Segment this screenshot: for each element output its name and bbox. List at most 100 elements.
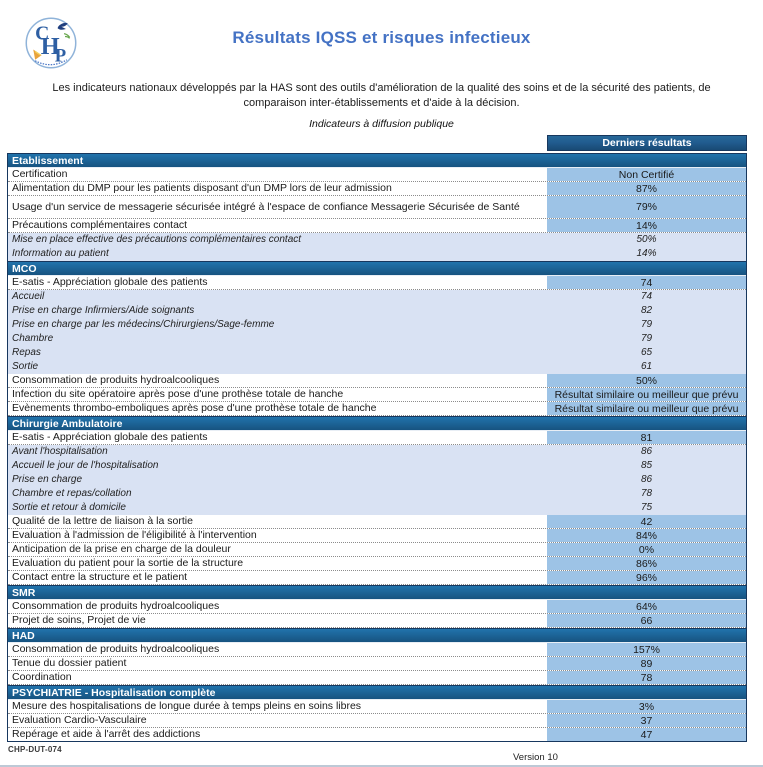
indicator-value: 89	[547, 657, 746, 671]
indicator-value: 75	[640, 502, 653, 514]
indicator-value: 79%	[547, 196, 746, 219]
indicator-value: 37	[547, 714, 746, 728]
table-row: Consommation de produits hydroalcoolique…	[8, 600, 746, 615]
indicator-value: 78	[640, 488, 653, 500]
indicator-label: Mise en place effective des précautions …	[12, 233, 302, 245]
table-row: Coordination 78	[8, 671, 746, 686]
indicator-value: 81	[547, 431, 746, 445]
indicator-label: E-satis - Appréciation globale des patie…	[12, 276, 208, 289]
table-row: Alimentation du DMP pour les patients di…	[8, 182, 746, 197]
indicator-label: Information au patient	[12, 247, 109, 259]
indicator-value: 61	[640, 361, 653, 373]
indicator-label: Alimentation du DMP pour les patients di…	[12, 182, 392, 195]
indicator-value: 96%	[547, 571, 746, 585]
indicator-label: E-satis - Appréciation globale des patie…	[12, 431, 208, 444]
indicator-label: Mesure des hospitalisations de longue du…	[12, 700, 362, 713]
table-row: Sortie et retour à domicile 75	[8, 501, 746, 516]
svg-text:P: P	[55, 46, 66, 67]
section-header: Chirurgie Ambulatoire	[8, 416, 746, 432]
results-table: Etablissement Certification Non Certifié Al…	[7, 153, 747, 743]
indicator-value: Résultat similaire ou meilleur que prévu	[547, 388, 746, 402]
svg-text:H: H	[41, 33, 60, 60]
bird-icon	[57, 22, 68, 30]
indicator-value: 42	[547, 515, 746, 529]
indicator-label: Evaluation du patient pour la sortie de …	[12, 557, 244, 570]
curved-motto-text	[34, 59, 68, 66]
indicator-label: Evaluation à l'admission de l'éligibilit…	[12, 529, 257, 542]
indicator-label: Certification	[12, 168, 68, 181]
indicator-label: Contact entre la structure et le patient	[12, 571, 188, 584]
table-row: Prise en charge Infirmiers/Aide soignant…	[8, 304, 746, 319]
indicator-value: 50%	[636, 234, 657, 246]
indicator-value: 82	[640, 305, 653, 317]
indicator-value: 74	[547, 276, 746, 290]
indicator-label: Qualité de la lettre de liaison à la sor…	[12, 515, 193, 528]
table-row: Consommation de produits hydroalcoolique…	[8, 374, 746, 389]
indicator-value: 86	[640, 474, 653, 486]
results-column-header: Derniers résultats	[547, 135, 747, 152]
table-row: Mise en place effective des précautions …	[8, 233, 746, 248]
table-row: E-satis - Appréciation globale des patie…	[8, 276, 746, 291]
bottom-rule	[0, 765, 763, 767]
indicator-value: 0%	[547, 543, 746, 557]
table-row: Information au patient 14%	[8, 247, 746, 262]
indicator-label: Consommation de produits hydroalcoolique…	[12, 600, 220, 613]
table-row: Prise en charge 86	[8, 473, 746, 488]
indicator-label: Repérage et aide à l'arrêt des addiction…	[12, 728, 201, 741]
table-row: Evènements thrombo-emboliques après pose…	[8, 402, 746, 417]
indicator-label: Avant l'hospitalisation	[12, 445, 108, 457]
indicator-value: 65	[640, 347, 653, 359]
indicator-label: Repas	[12, 346, 41, 358]
section-header: SMR	[8, 585, 746, 601]
section-header: HAD	[8, 628, 746, 644]
table-row: Chambre et repas/collation 78	[8, 487, 746, 502]
indicator-value: 47	[547, 728, 746, 742]
indicator-label: Evènements thrombo-emboliques après pose…	[12, 402, 377, 415]
indicator-value: 79	[640, 333, 653, 345]
table-row: Consommation de produits hydroalcoolique…	[8, 643, 746, 658]
table-row: Précautions complémentaires contact 14%	[8, 219, 746, 234]
table-row: Mesure des hospitalisations de longue du…	[8, 700, 746, 715]
chp-hospital-logo: C H P	[23, 14, 79, 72]
indicator-value: 74	[640, 291, 653, 303]
table-row: Certification Non Certifié	[8, 168, 746, 183]
table-row: Usage d'un service de messagerie sécuris…	[8, 196, 746, 220]
indicator-value: 64%	[547, 600, 746, 614]
indicator-label: Evaluation Cardio-Vasculaire	[12, 714, 147, 727]
indicator-label: Consommation de produits hydroalcoolique…	[12, 374, 220, 387]
indicator-value: 85	[640, 460, 653, 472]
table-row: Avant l'hospitalisation 86	[8, 445, 746, 460]
indicator-value: 14%	[636, 248, 657, 260]
table-row: Qualité de la lettre de liaison à la sor…	[8, 515, 746, 530]
indicator-label: Coordination	[12, 671, 72, 684]
indicator-label: Tenue du dossier patient	[12, 657, 127, 670]
document-reference: CHP-DUT-074	[8, 745, 62, 754]
indicator-value: 66	[547, 614, 746, 628]
indicator-label: Prise en charge par les médecins/Chirurg…	[12, 318, 275, 330]
table-row: Evaluation du patient pour la sortie de …	[8, 557, 746, 572]
table-row: Evaluation à l'admission de l'éligibilit…	[8, 529, 746, 544]
indicator-value: 87%	[547, 182, 746, 196]
indicator-label: Sortie	[12, 360, 39, 372]
chp-logo-icon: C H P	[25, 17, 77, 69]
table-row: Chambre 79	[8, 332, 746, 347]
section-header: MCO	[8, 261, 746, 277]
table-row: Contact entre la structure et le patient…	[8, 571, 746, 586]
table-row: Anticipation de la prise en charge de la…	[8, 543, 746, 558]
section-header: Etablissement	[8, 153, 746, 169]
indicator-label: Précautions complémentaires contact	[12, 219, 188, 232]
table-row: Evaluation Cardio-Vasculaire 37	[8, 714, 746, 729]
indicator-label: Consommation de produits hydroalcoolique…	[12, 643, 220, 656]
section-header: PSYCHIATRIE - Hospitalisation complète	[8, 685, 746, 701]
indicator-label: Chambre et repas/collation	[12, 487, 132, 499]
indicator-label: Anticipation de la prise en charge de la…	[12, 543, 231, 556]
public-diffusion-subtitle: Indicateurs à diffusion publique	[309, 118, 454, 131]
table-row: Repas 65	[8, 346, 746, 361]
indicator-label: Infection du site opératoire après pose …	[12, 388, 344, 401]
table-row: E-satis - Appréciation globale des patie…	[8, 431, 746, 446]
indicator-value: 78	[547, 671, 746, 685]
page-title: Résultats IQSS et risques infectieux	[232, 28, 531, 47]
leaf-sprig-icon	[63, 33, 71, 39]
table-row: Sortie 61	[8, 360, 746, 375]
